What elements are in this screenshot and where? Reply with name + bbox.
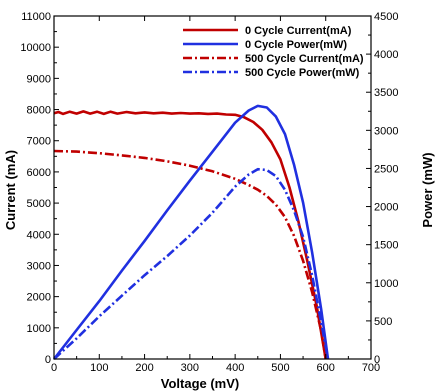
x-tick-label: 0 bbox=[51, 362, 57, 374]
x-tick-label: 100 bbox=[90, 362, 108, 374]
legend-label-4: 500 Cycle Power(mW) bbox=[245, 67, 360, 79]
x-tick-label: 500 bbox=[271, 362, 289, 374]
y-tick-label: 6000 bbox=[27, 167, 51, 179]
y-tick-label: 7000 bbox=[27, 136, 51, 148]
x-tick-label: 200 bbox=[135, 362, 153, 374]
y2-tick-label: 0 bbox=[374, 354, 380, 366]
y-tick-label: 0 bbox=[45, 354, 51, 366]
y-tick-label: 10000 bbox=[20, 42, 51, 54]
y2-tick-label: 1000 bbox=[374, 278, 398, 290]
y-tick-label: 9000 bbox=[27, 73, 51, 85]
x-tick-label: 700 bbox=[362, 362, 380, 374]
y2-tick-label: 4000 bbox=[374, 49, 398, 61]
x-tick-label: 600 bbox=[317, 362, 335, 374]
y-axis-title: Current (mA) bbox=[3, 150, 18, 230]
series-line-4 bbox=[53, 167, 330, 360]
axes: 0 100 200 300 400 500 600 700010002000300040005… bbox=[20, 11, 398, 374]
series-line-3 bbox=[53, 149, 327, 360]
y2-tick-label: 2000 bbox=[374, 202, 398, 214]
y2-axis-title: Power (mW) bbox=[420, 152, 435, 227]
plot-area bbox=[52, 104, 330, 360]
legend-label-1: 0 Cycle Current(mA) bbox=[245, 25, 352, 37]
legend-label-2: 0 Cycle Power(mW) bbox=[245, 39, 347, 51]
x-axis-title: Voltage (mV) bbox=[161, 376, 240, 391]
y-tick-label: 4000 bbox=[27, 229, 51, 241]
y-tick-label: 11000 bbox=[21, 11, 51, 23]
y-tick-label: 1000 bbox=[27, 323, 51, 335]
legend: 0 Cycle Current(mA) 0 Cycle Power(mW) 500 … bbox=[183, 25, 364, 79]
x-tick-label: 300 bbox=[181, 362, 199, 374]
x-tick-label: 400 bbox=[226, 362, 244, 374]
y2-tick-label: 2500 bbox=[374, 163, 398, 175]
y-tick-label: 2000 bbox=[27, 292, 51, 304]
y2-tick-label: 500 bbox=[374, 316, 392, 328]
y2-tick-label: 1500 bbox=[374, 240, 398, 252]
y2-tick-label: 4500 bbox=[374, 11, 398, 23]
series-line-2 bbox=[52, 104, 330, 360]
legend-label-3: 500 Cycle Current(mA) bbox=[245, 53, 364, 65]
y-tick-label: 3000 bbox=[27, 260, 51, 272]
y-tick-label: 8000 bbox=[27, 105, 51, 117]
y-tick-label: 5000 bbox=[27, 198, 51, 210]
series-line-1 bbox=[53, 110, 327, 360]
y2-tick-label: 3500 bbox=[374, 87, 398, 99]
y2-tick-label: 3000 bbox=[374, 125, 398, 137]
